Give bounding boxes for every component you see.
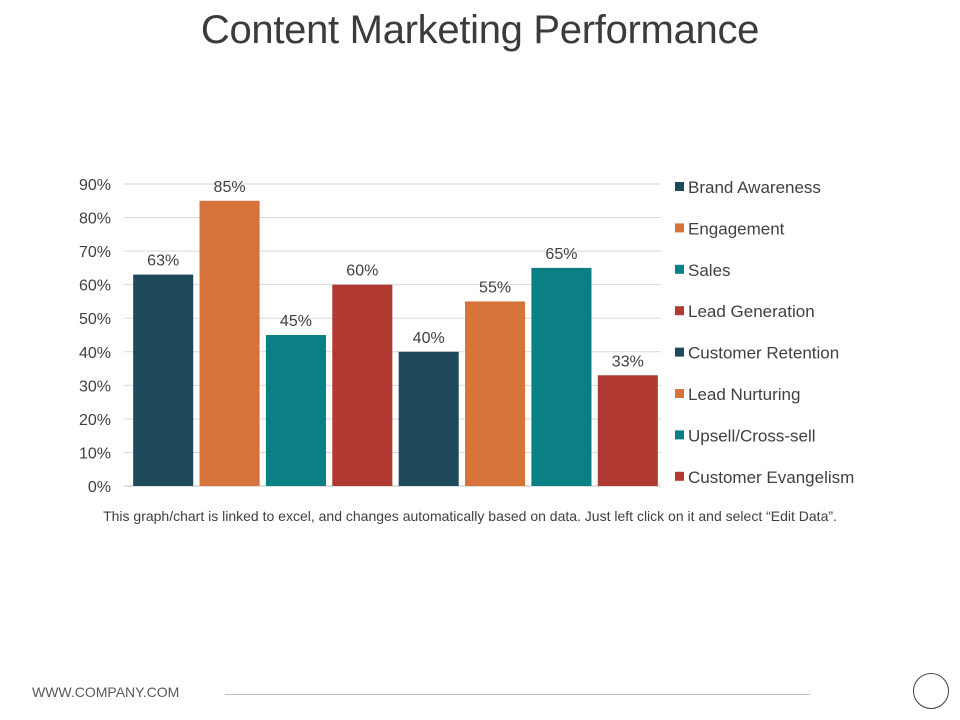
- data-label: 45%: [280, 313, 312, 330]
- y-tick-label: 30%: [79, 378, 111, 395]
- bar[interactable]: [597, 375, 658, 486]
- bars: [133, 200, 658, 486]
- footer-divider: [225, 694, 810, 695]
- data-label: 85%: [214, 179, 246, 196]
- footer-url[interactable]: WWW.COMPANY.COM: [32, 684, 180, 700]
- legend-swatch: [675, 389, 684, 398]
- bar[interactable]: [332, 284, 393, 486]
- data-label: 33%: [612, 353, 644, 370]
- legend-swatch: [675, 430, 684, 440]
- legend-label: Engagement: [688, 219, 785, 238]
- legend: Brand Awareness Engagement Sales Lead Gener…: [675, 178, 854, 487]
- y-tick-label: 90%: [79, 177, 111, 194]
- legend-label: Upsell/Cross-sell: [688, 426, 816, 445]
- y-tick-label: 20%: [79, 412, 111, 429]
- bar[interactable]: [531, 267, 592, 486]
- legend-swatch: [675, 347, 684, 357]
- legend-label: Customer Retention: [688, 344, 839, 363]
- legend-swatch: [675, 264, 684, 274]
- chart-note: This graph/chart is linked to excel, and…: [103, 508, 837, 524]
- bar[interactable]: [398, 351, 459, 486]
- y-tick-label: 60%: [79, 278, 111, 295]
- page-title: Content Marketing Performance: [200, 8, 760, 52]
- data-label: 63%: [147, 253, 179, 270]
- circle-icon: [913, 673, 949, 709]
- bar[interactable]: [465, 301, 526, 486]
- bar-chart[interactable]: 0%10%20%30%40%50%60%70%80%90% 63%85%45%6…: [0, 0, 960, 500]
- legend-swatch: [675, 182, 684, 191]
- legend-swatch: [675, 471, 684, 481]
- data-label: 40%: [413, 330, 445, 347]
- legend-swatch: [675, 306, 684, 316]
- bar[interactable]: [133, 274, 194, 486]
- data-label: 60%: [346, 263, 378, 280]
- y-tick-label: 10%: [79, 445, 111, 462]
- y-tick-label: 0%: [88, 479, 111, 496]
- legend-label: Customer Evangelism: [688, 468, 854, 487]
- bar[interactable]: [199, 200, 260, 486]
- y-tick-label: 50%: [79, 311, 111, 328]
- legend-label: Brand Awareness: [688, 178, 821, 197]
- data-labels: 63% 85% 45% 60% 40% 55% 65% 33%: [147, 179, 644, 370]
- legend-label: Sales: [688, 261, 731, 280]
- y-tick-label: 40%: [79, 345, 111, 362]
- data-label: 65%: [545, 246, 577, 263]
- y-axis: 0% 10% 20% 30% 40% 50% 60% 70% 80% 90%: [79, 177, 111, 496]
- legend-swatch: [675, 223, 684, 233]
- legend-label: Lead Generation: [688, 302, 815, 321]
- y-tick-label: 70%: [79, 244, 111, 261]
- bar[interactable]: [265, 335, 326, 486]
- data-label: 55%: [479, 279, 511, 296]
- legend-label: Lead Nurturing: [688, 385, 800, 404]
- y-tick-label: 80%: [79, 211, 111, 228]
